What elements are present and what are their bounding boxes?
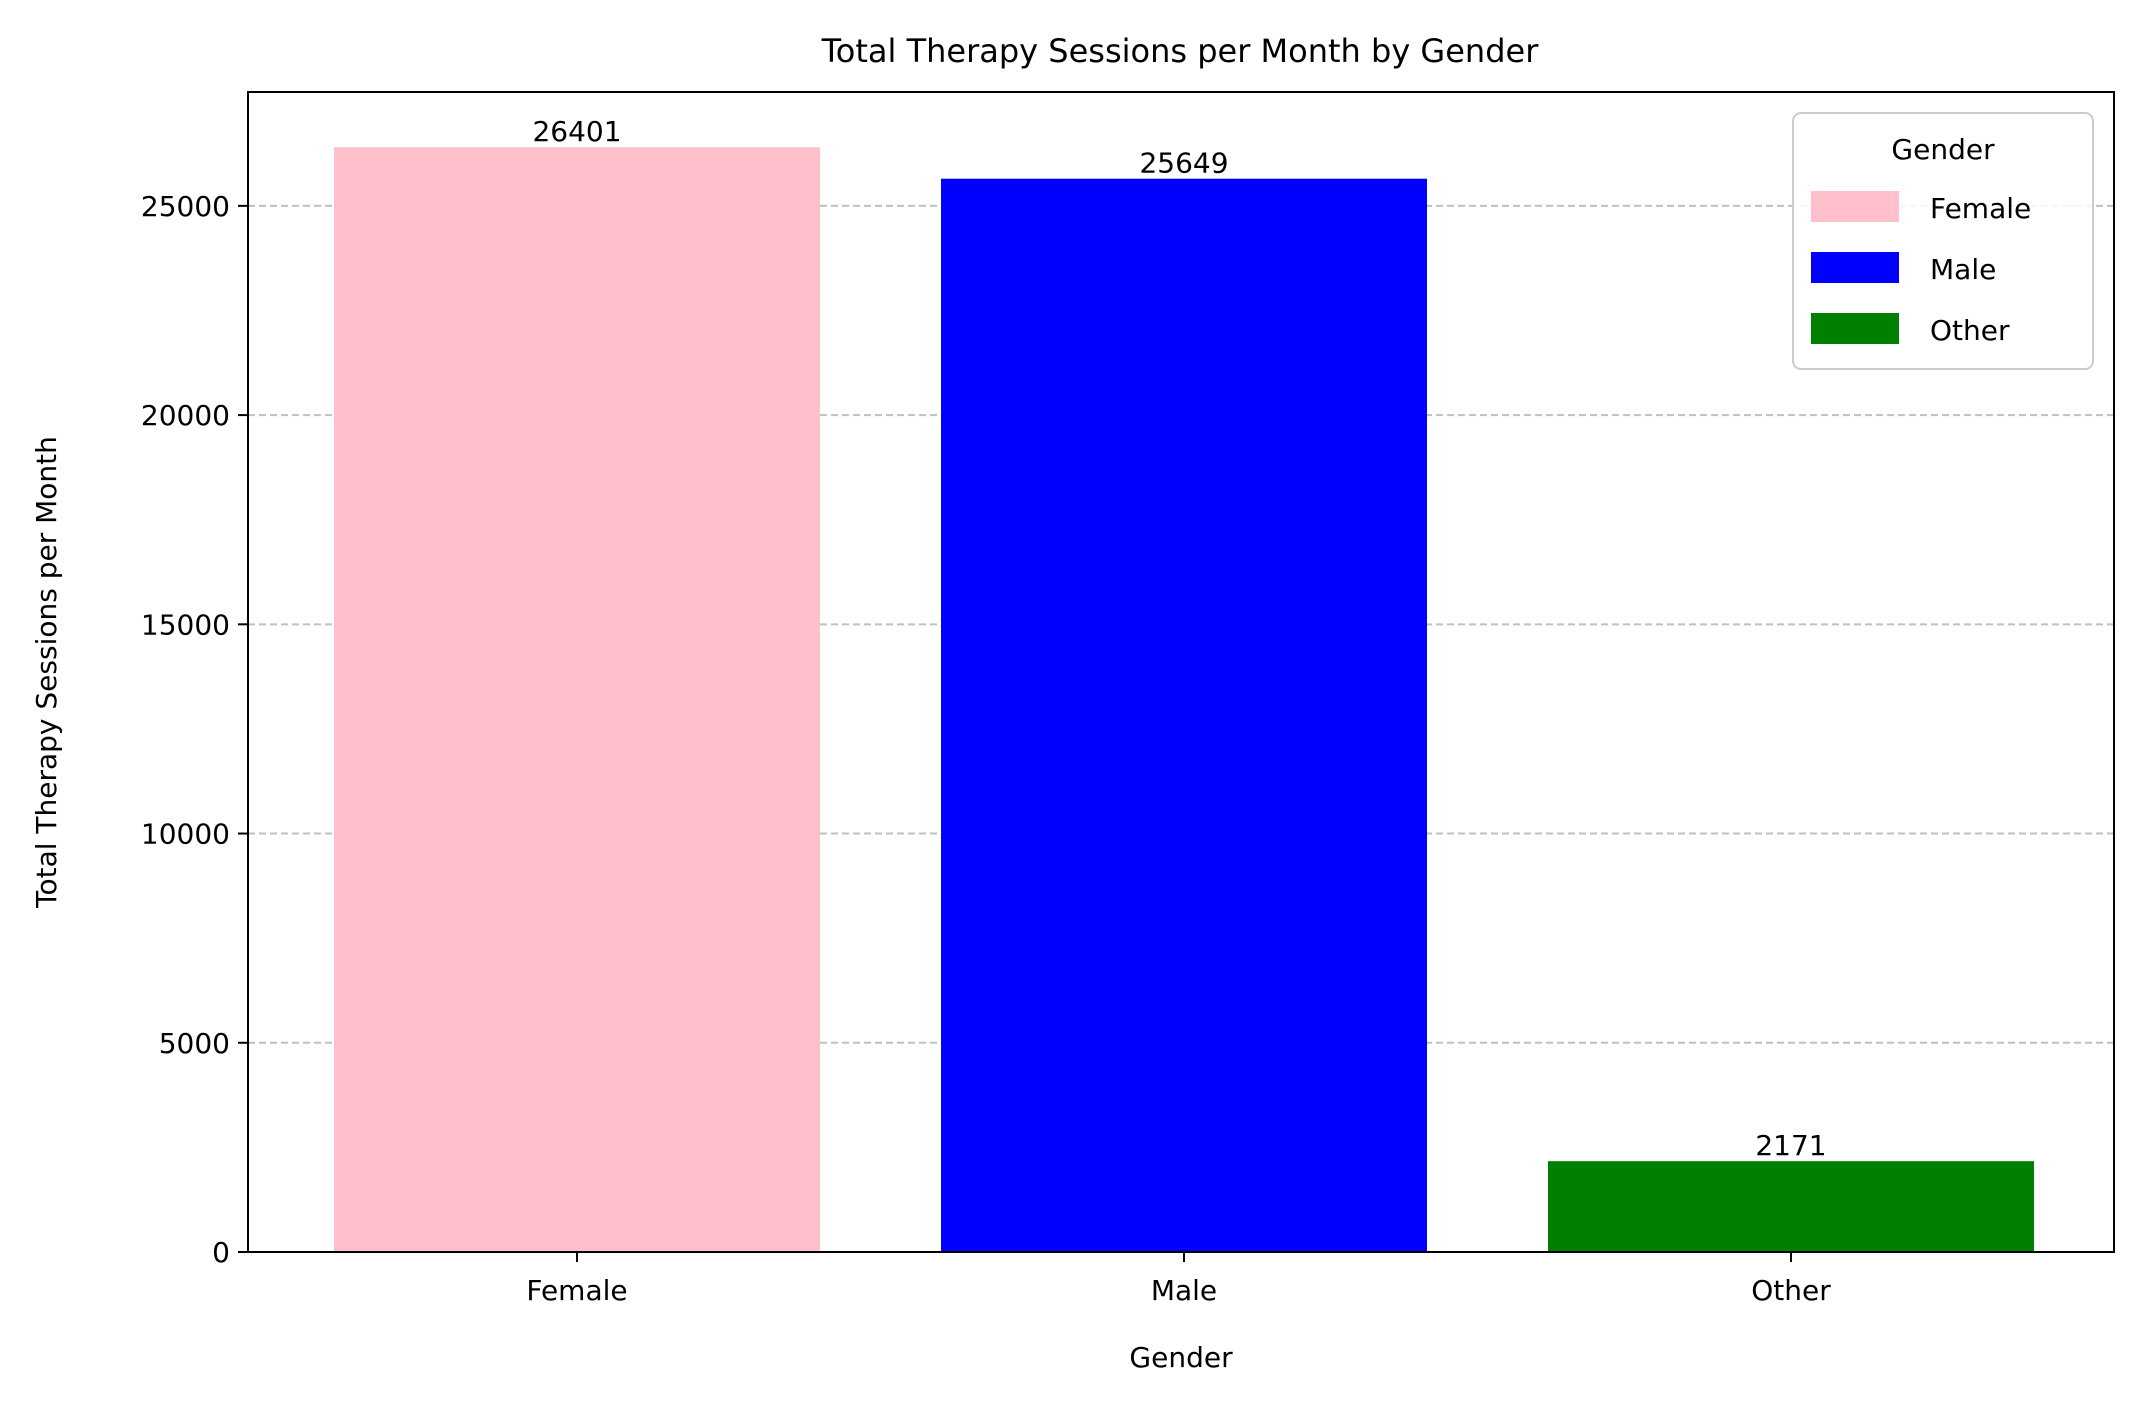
legend-box [1792,112,2094,370]
bar-value-labels: 26401 25649 2171 [532,115,1826,1162]
bar-other [1548,1161,2034,1252]
x-tick-label: Female [526,1274,627,1307]
legend-swatch-female [1811,191,1899,222]
x-tick-label: Male [1151,1274,1217,1307]
bar-value-label: 25649 [1139,147,1228,180]
legend-title: Gender [1891,133,1995,166]
bar-male [941,178,1427,1252]
legend-label-other: Other [1930,314,2010,347]
y-tick-label: 15000 [141,608,230,641]
bars [334,147,2034,1253]
y-tick-label: 5000 [159,1027,230,1060]
bar-value-label: 2171 [1755,1129,1826,1162]
chart-title: Total Therapy Sessions per Month by Gend… [821,32,1540,70]
x-axis-ticks: Female Male Other [526,1252,1831,1307]
y-tick-label: 20000 [141,399,230,432]
bar-value-label: 26401 [532,115,621,148]
legend-swatch-other [1811,313,1899,344]
y-axis-label: Total Therapy Sessions per Month [30,436,63,909]
y-tick-label: 0 [212,1236,230,1269]
x-axis-label: Gender [1129,1341,1233,1374]
legend-entries: Female Male Other [1811,191,2031,347]
legend-label-male: Male [1930,253,1996,286]
bar-female [334,147,820,1253]
y-tick-label: 10000 [141,818,230,851]
y-tick-label: 25000 [141,190,230,223]
legend: Gender Female Male Other [1792,112,2094,370]
legend-label-female: Female [1930,192,2031,225]
legend-swatch-male [1811,252,1899,283]
y-axis-ticks: 0 5000 10000 15000 20000 25000 [141,190,248,1269]
x-tick-label: Other [1751,1274,1831,1307]
plot-frame [247,91,2115,1253]
